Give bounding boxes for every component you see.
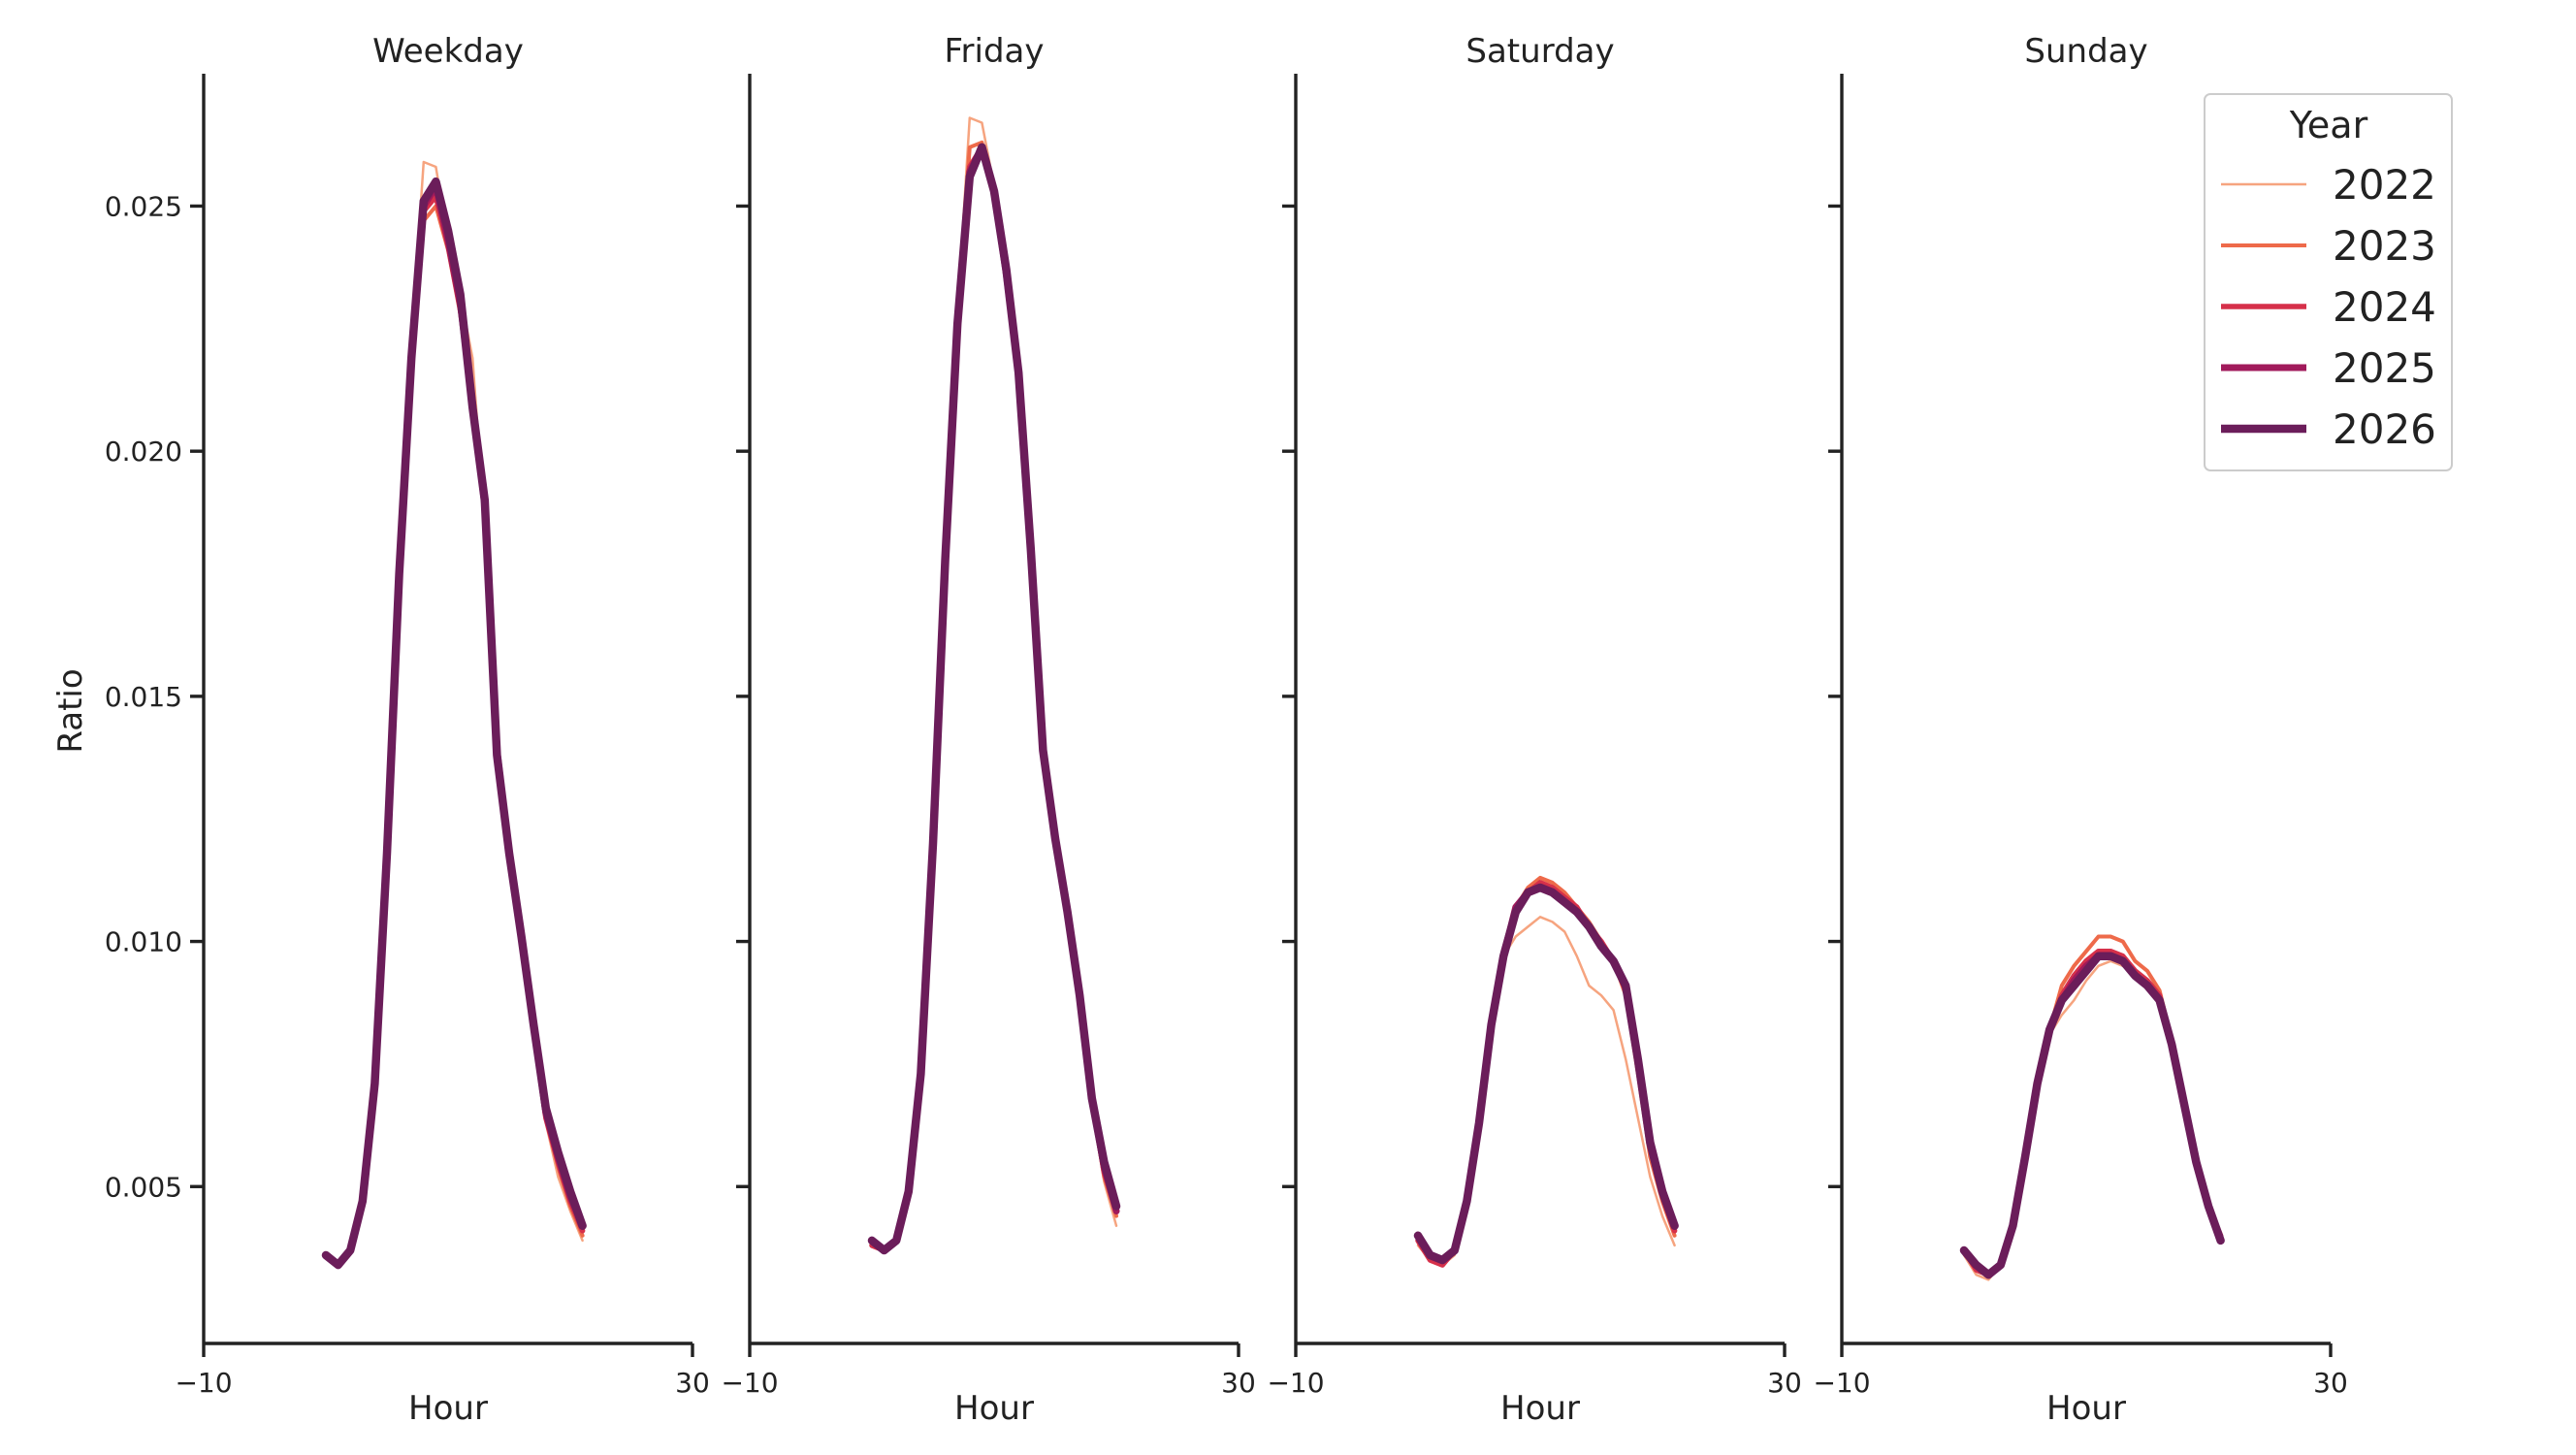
legend-label-2026: 2026 — [2333, 405, 2436, 453]
panels-layer: Weekday 0.005 0.010 0.015 0.020 0.025 −10 30 Hou… — [105, 32, 2348, 1428]
series-line-2025 — [1960, 953, 2225, 1278]
series-line-2022 — [1962, 959, 2222, 1281]
panel-title: Sunday — [2024, 32, 2147, 71]
legend-box — [2204, 93, 2453, 471]
legend-label-2024: 2024 — [2333, 283, 2436, 331]
series-line-2026 — [321, 177, 587, 1270]
y-tick-label: 0.020 — [105, 436, 182, 468]
legend-label-2025: 2025 — [2333, 344, 2436, 392]
series-line-2026 — [1413, 883, 1679, 1265]
y-axis-label: Ratio — [51, 668, 90, 753]
panel-saturday: Saturday −10 30 Hour — [1267, 32, 1801, 1428]
x-tick-label: −10 — [175, 1367, 232, 1399]
x-tick-label: 30 — [675, 1367, 710, 1399]
y-tick-label: 0.005 — [105, 1171, 182, 1203]
panel-friday: Friday −10 30 Hour — [721, 32, 1255, 1428]
x-axis-label: Hour — [408, 1389, 488, 1428]
series-line-2023 — [870, 140, 1118, 1252]
series-line-2026 — [1959, 952, 2225, 1279]
x-axis-label: Hour — [954, 1389, 1034, 1428]
y-tick-label: 0.015 — [105, 681, 182, 713]
series-line-2022 — [870, 116, 1118, 1252]
legend-items: 2022 2023 2024 2025 2026 — [2221, 161, 2436, 453]
x-tick-label: 30 — [2313, 1367, 2348, 1399]
panel-sunday: Sunday −10 30 Hour — [1813, 32, 2347, 1428]
series-line-2026 — [867, 143, 1121, 1255]
y-tick-label: 0.010 — [105, 926, 182, 958]
panel-title: Saturday — [1465, 32, 1614, 71]
y-tick-label: 0.025 — [105, 190, 182, 222]
panel-title: Friday — [944, 32, 1044, 71]
x-axis-label: Hour — [1500, 1389, 1580, 1428]
series-line-2025 — [868, 144, 1120, 1254]
x-tick-label: 30 — [1767, 1367, 1802, 1399]
legend-label-2023: 2023 — [2333, 222, 2436, 270]
series-line-2022 — [1416, 916, 1676, 1267]
x-tick-label: 30 — [1221, 1367, 1256, 1399]
series-line-2024 — [869, 145, 1119, 1253]
legend-title: Year — [2289, 104, 2368, 146]
x-tick-label: −10 — [721, 1367, 778, 1399]
panel-weekday: Weekday 0.005 0.010 0.015 0.020 0.025 −10 30 Hou… — [105, 32, 710, 1428]
x-axis-label: Hour — [2046, 1389, 2126, 1428]
x-tick-label: −10 — [1267, 1367, 1324, 1399]
panel-title: Weekday — [372, 32, 524, 71]
x-tick-label: −10 — [1813, 1367, 1870, 1399]
legend-label-2022: 2022 — [2333, 161, 2436, 209]
legend: Year 2022 2023 2024 2025 2026 — [2204, 93, 2453, 471]
